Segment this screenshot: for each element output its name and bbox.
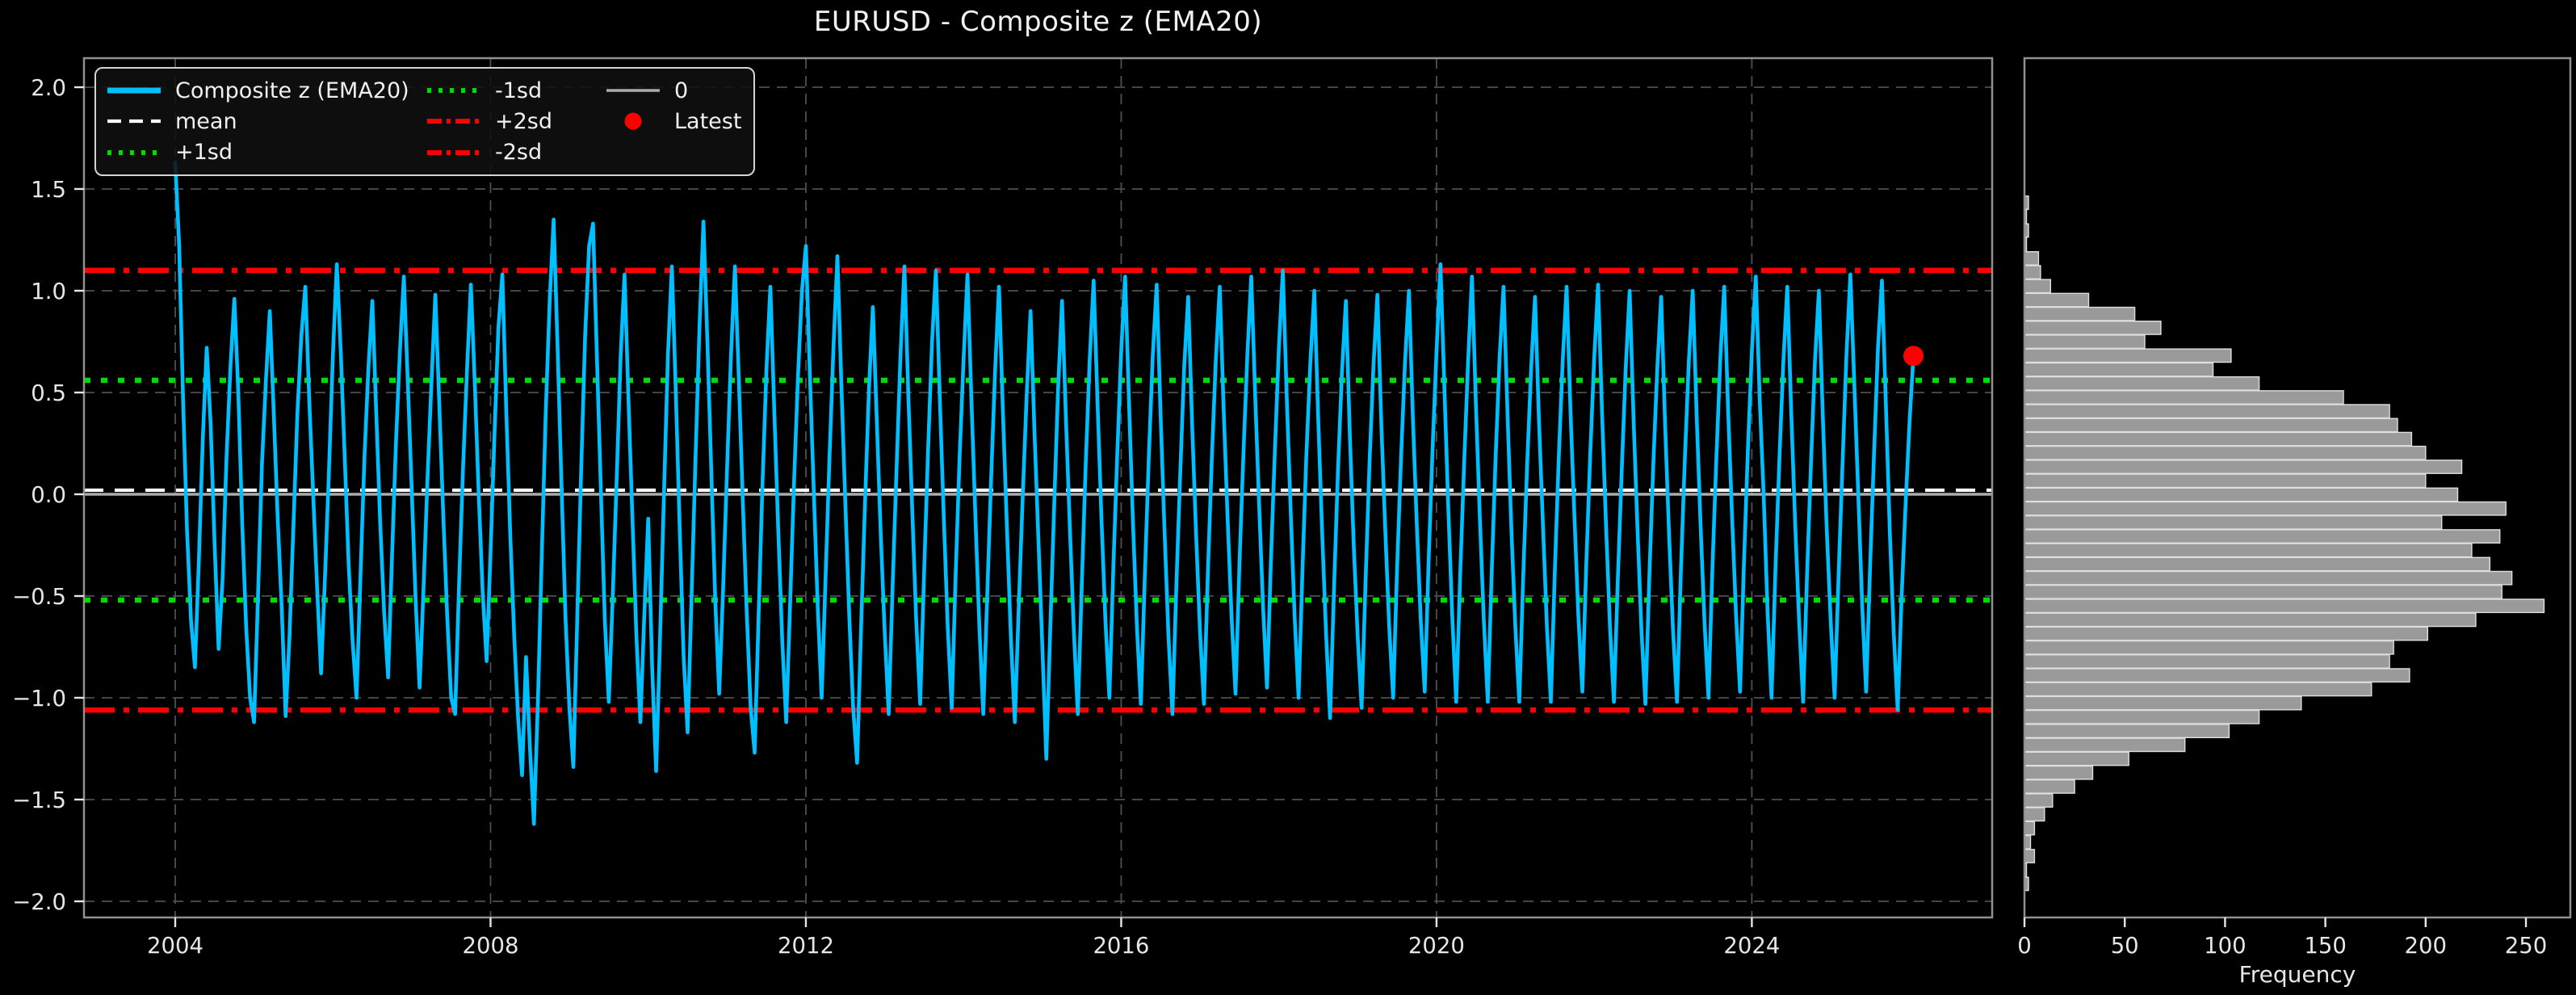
legend-label: mean <box>175 108 237 134</box>
histogram-bar <box>2024 418 2398 433</box>
line-sample-icon <box>107 120 161 124</box>
composite-z-line <box>173 160 1915 826</box>
histogram-bar <box>2024 737 2186 753</box>
histogram-bar <box>2024 321 2162 335</box>
legend-item--1sd: -1sd <box>426 75 605 106</box>
histogram-bar <box>2024 765 2094 780</box>
legend-item-mean: mean <box>106 106 426 136</box>
legend-item--2sd: -2sd <box>426 137 605 168</box>
histogram-bar <box>2024 431 2413 447</box>
y-tick-label: 1.5 <box>31 177 66 203</box>
x-tick-label: 2008 <box>462 933 518 959</box>
legend-label: -1sd <box>495 78 543 103</box>
x-tick-label: 2012 <box>778 933 834 959</box>
histogram-bar <box>2024 849 2036 863</box>
histogram-bar <box>2024 348 2232 363</box>
histogram-bar <box>2024 515 2443 530</box>
line-sample-icon <box>427 149 480 155</box>
line-sample-icon <box>107 149 161 155</box>
line-sample-icon <box>107 87 161 94</box>
y-tick-label: −2.0 <box>12 889 66 915</box>
hist-x-tick-label: 250 <box>2505 933 2548 959</box>
line-sample-icon <box>427 119 480 124</box>
y-tick-label: −1.5 <box>12 787 66 813</box>
line-sample-icon <box>606 89 660 92</box>
histogram-bar <box>2024 543 2473 558</box>
histogram-bar <box>2024 404 2390 419</box>
legend-label: Latest <box>674 108 742 134</box>
histogram-bar <box>2024 709 2260 724</box>
line-sample-icon <box>427 88 480 94</box>
histogram-bar <box>2024 668 2410 683</box>
hist-xlabel: Frequency <box>2239 961 2356 988</box>
y-tick-label: 0.5 <box>31 380 66 406</box>
histogram-bar <box>2024 501 2507 516</box>
hist-x-tick-label: 0 <box>2017 933 2032 959</box>
y-tick-label: −1.0 <box>12 686 66 712</box>
histogram-bar <box>2024 626 2428 641</box>
latest-point-marker <box>1903 346 1924 367</box>
legend-label: Composite z (EMA20) <box>175 78 409 103</box>
y-tick-label: 0.0 <box>31 482 66 508</box>
histogram-bar <box>2024 695 2302 711</box>
hist-x-tick-label: 50 <box>2111 933 2139 959</box>
hist-x-tick-label: 100 <box>2204 933 2247 959</box>
histogram-bar <box>2024 585 2503 599</box>
legend-label: -2sd <box>495 140 543 166</box>
y-tick-label: 2.0 <box>31 75 66 101</box>
legend-item-latest: Latest <box>605 106 741 136</box>
histogram-bar <box>2024 793 2054 808</box>
histogram-bar <box>2024 598 2545 614</box>
legend: Composite z (EMA20) mean +1sd -1sd +2sd -2sd 0… <box>94 67 755 176</box>
histogram-bar <box>2024 640 2394 655</box>
y-tick-label: 1.0 <box>31 279 66 304</box>
main-axes-spine <box>82 57 1994 919</box>
hist-x-tick-label: 150 <box>2304 933 2347 959</box>
histogram-bar <box>2024 445 2427 460</box>
histogram-bar <box>2024 292 2090 308</box>
histogram-bar <box>2024 779 2075 794</box>
legend-item--2sd: +2sd <box>426 106 605 136</box>
histogram-bar <box>2024 682 2373 697</box>
histogram-bar <box>2024 362 2214 377</box>
histogram-bar <box>2024 821 2036 836</box>
histogram-bar <box>2024 556 2490 572</box>
legend-label: +2sd <box>495 108 553 134</box>
histogram-bar <box>2024 487 2459 502</box>
latest-dot-icon <box>624 112 642 130</box>
histogram-bar <box>2024 529 2501 544</box>
histogram-bar <box>2024 460 2463 474</box>
histogram-bar <box>2024 473 2427 489</box>
legend-label: +1sd <box>175 140 233 166</box>
legend-item-composite-z-ema20-: Composite z (EMA20) <box>106 75 426 106</box>
x-tick-label: 2004 <box>147 933 203 959</box>
histogram-bar <box>2024 807 2045 822</box>
legend-item-0: 0 <box>605 75 734 106</box>
histogram-bar <box>2024 251 2040 266</box>
y-tick-label: −0.5 <box>12 584 66 610</box>
histogram-bar <box>2024 570 2513 586</box>
histogram-bar <box>2024 265 2041 279</box>
histogram-bar <box>2024 306 2136 321</box>
legend-label: 0 <box>674 78 689 103</box>
hist-x-tick-label: 200 <box>2405 933 2448 959</box>
x-tick-label: 2016 <box>1093 933 1149 959</box>
histogram-bar <box>2024 654 2390 669</box>
histogram-bar <box>2024 612 2477 628</box>
legend-item--1sd: +1sd <box>106 137 426 168</box>
x-tick-label: 2024 <box>1723 933 1780 959</box>
histogram-bar <box>2024 376 2260 391</box>
chart-title: EURUSD - Composite z (EMA20) <box>813 6 1263 38</box>
histogram-bar <box>2024 279 2051 294</box>
histogram-bar <box>2024 334 2146 349</box>
hist-axes-spine <box>2023 57 2572 919</box>
histogram-bar <box>2024 724 2230 739</box>
x-tick-label: 2020 <box>1408 933 1465 959</box>
histogram-bar <box>2024 390 2344 405</box>
histogram-bar <box>2024 751 2129 766</box>
